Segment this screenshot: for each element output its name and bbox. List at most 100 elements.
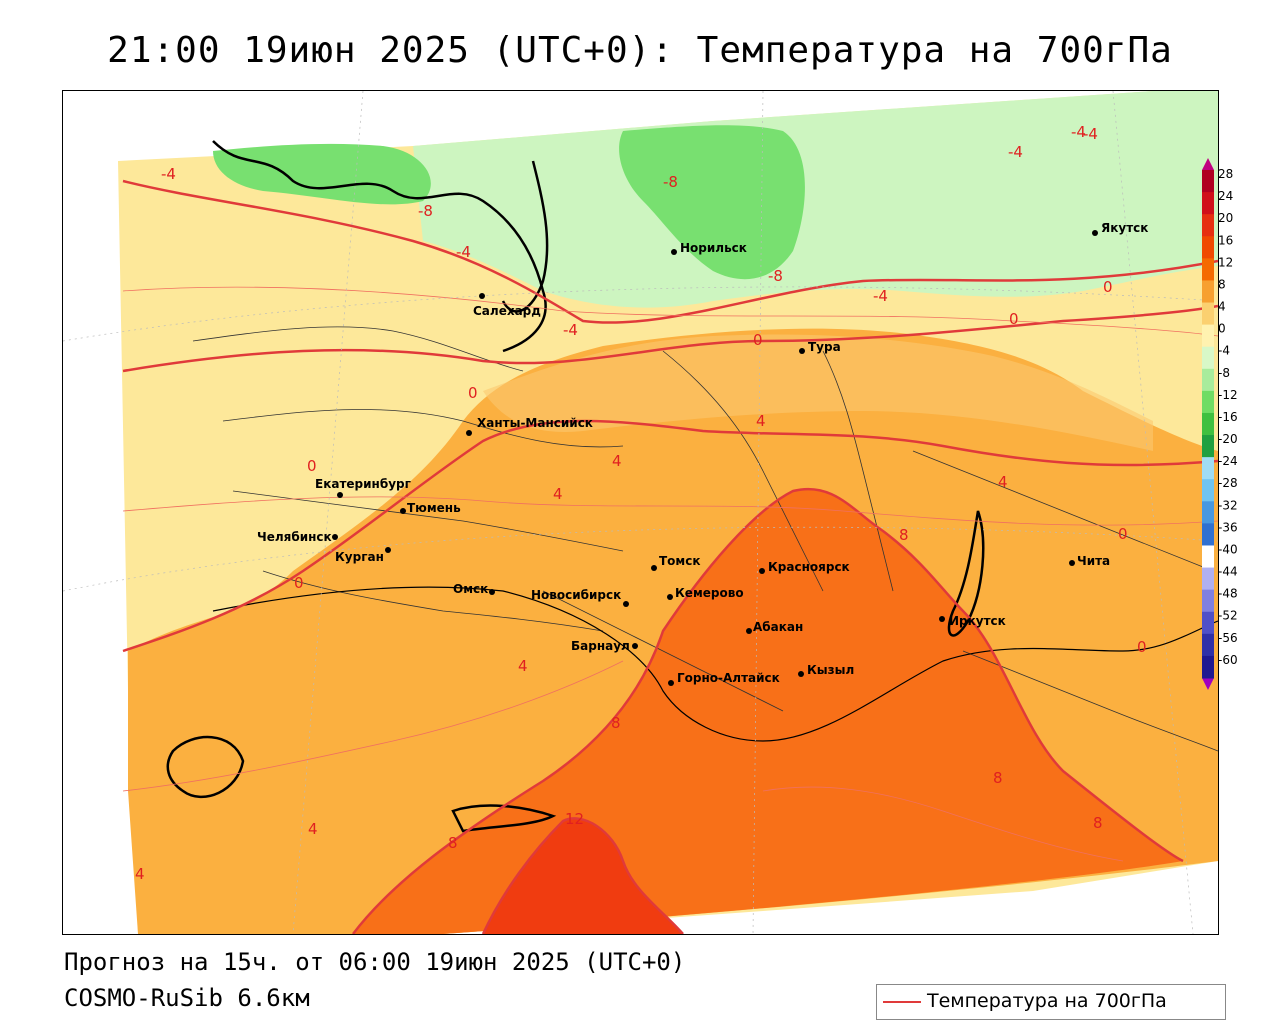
- iso-label: 0: [294, 574, 304, 592]
- scale-swatch: [1202, 501, 1214, 524]
- iso-label: 0: [1009, 310, 1019, 328]
- scale-tick-label: 8: [1218, 277, 1226, 291]
- scale-tick-label: 4: [1218, 300, 1226, 314]
- city-label-yakutsk: Якутск: [1101, 221, 1148, 235]
- isotherms-thin: [122, 286, 1218, 862]
- city-label-krasnoyarsk: Красноярск: [768, 560, 850, 574]
- iso-label: -8: [768, 267, 783, 285]
- scale-swatch: [1202, 302, 1214, 326]
- city-dot-yakutsk: [1092, 230, 1098, 236]
- city-label-tomsk: Томск: [659, 554, 701, 568]
- scale-swatch: [1202, 346, 1214, 370]
- cold-zone-minus8-east: [619, 125, 805, 280]
- lake-baikal: [947, 510, 985, 637]
- iso-label: 8: [448, 834, 458, 852]
- iso-label: 4: [308, 820, 318, 838]
- city-dot-irkutsk: [939, 616, 945, 622]
- city-dot-chelyabinsk: [332, 534, 338, 540]
- city-dot-tomsk: [651, 565, 657, 571]
- city-dot-abakan: [746, 628, 752, 634]
- scale-tick-label: -32: [1218, 498, 1238, 512]
- scale-tick-label: -40: [1218, 542, 1238, 556]
- city-dot-barnaul: [632, 643, 638, 649]
- graticule: [63, 91, 1218, 934]
- iso-label: 8: [611, 714, 621, 732]
- scale-tick-label: -56: [1218, 631, 1238, 645]
- iso-label: -4: [1071, 123, 1086, 141]
- city-dot-novosibirsk: [623, 601, 629, 607]
- iso-label: 8: [1093, 814, 1103, 832]
- iso-label: 4: [518, 657, 528, 675]
- iso-label: 0: [753, 331, 763, 349]
- aral-sea: [166, 735, 245, 799]
- isotherm-labels: -4 -8 -8 -4 -4 -4 -8 -4 -4 0 0 0 0 0 0 4…: [135, 123, 1147, 883]
- scale-bars: [1202, 170, 1214, 679]
- scale-tick-label: 12: [1218, 255, 1233, 269]
- city-dot-gorno: [668, 680, 674, 686]
- iso-label: 0: [1118, 525, 1128, 543]
- scale-swatch: [1202, 655, 1214, 679]
- city-dot-tyumen: [400, 508, 406, 514]
- city-label-salekhard: Салехард: [473, 304, 541, 318]
- scale-swatch: [1202, 280, 1214, 304]
- city-label-kyzyl: Кызыл: [807, 663, 854, 677]
- city-label-chita: Чита: [1077, 554, 1110, 568]
- scale-swatch: [1202, 412, 1214, 436]
- coastline-ob-gulf: [501, 160, 549, 313]
- iso-label: -4: [456, 243, 471, 261]
- scale-arrow-down: [1202, 678, 1214, 690]
- scale-swatch: [1202, 192, 1214, 215]
- city-label-khanty: Ханты-Мансийск: [477, 416, 593, 430]
- cool-zone-minus4: [413, 91, 1218, 308]
- forecast-info: Прогноз на 15ч. от 06:00 19июн 2025 (UTC…: [64, 948, 686, 976]
- admin-borders: [192, 326, 1218, 752]
- iso-label: 0: [468, 384, 478, 402]
- iso-label: -4: [1083, 125, 1098, 143]
- scale-swatch: [1202, 589, 1214, 613]
- city-label-kurgan: Курган: [335, 550, 384, 564]
- iso-label: -8: [418, 202, 433, 220]
- city-dot-krasnoyarsk: [759, 568, 765, 574]
- scale-tick-label: 16: [1218, 233, 1233, 247]
- city-dot-tura: [799, 348, 805, 354]
- scale-ticks: 28 24 20 16 12 8 4 0 -4 -8 -12 -16 -20 -24 -28 -32 -36 -4…: [1218, 167, 1238, 667]
- map-canvas: Якутск Норильск Салехард Тура Ханты-Манс…: [63, 91, 1218, 934]
- scale-tick-label: -12: [1218, 388, 1238, 402]
- scale-tick-label: -4: [1218, 344, 1230, 358]
- model-name: COSMO-RuSib 6.6км: [64, 984, 310, 1012]
- city-dot-chita: [1069, 560, 1075, 566]
- city-dot-norilsk: [671, 249, 677, 255]
- iso-label: 4: [135, 865, 145, 883]
- iso-label: 4: [553, 485, 563, 503]
- scale-swatch: [1202, 324, 1214, 348]
- scale-swatch: [1202, 390, 1214, 414]
- iso-label: 4: [612, 452, 622, 470]
- scale-swatch: [1202, 236, 1214, 259]
- iso-label: 8: [993, 769, 1003, 787]
- scale-tick-label: -20: [1218, 432, 1238, 446]
- city-label-chelyabinsk: Челябинск: [257, 530, 332, 544]
- city-dot-kyzyl: [798, 671, 804, 677]
- coastline: [212, 140, 547, 353]
- city-label-barnaul: Барнаул: [571, 639, 630, 653]
- warm-zone-12: [483, 818, 683, 934]
- warm-zone-4-north: [483, 334, 1153, 451]
- legend: Температура на 700гПа: [876, 984, 1226, 1020]
- scale-swatch: [1202, 523, 1214, 546]
- scale-tick-label: -28: [1218, 476, 1238, 490]
- scale-tick-label: -24: [1218, 454, 1238, 468]
- scale-tick-label: -60: [1218, 653, 1238, 667]
- scale-swatch: [1202, 545, 1214, 569]
- color-scale-svg: 28 24 20 16 12 8 4 0 -4 -8 -12 -16 -20 -24 -28 -32 -36 -4…: [1202, 158, 1238, 690]
- scale-swatch: [1202, 214, 1214, 237]
- scale-swatch: [1202, 611, 1214, 635]
- iso-label: -8: [663, 173, 678, 191]
- city-label-kemerovo: Кемерово: [675, 586, 744, 600]
- city-label-tyumen: Тюмень: [407, 501, 461, 515]
- iso-label: 8: [899, 526, 909, 544]
- cold-zone-minus8-west: [213, 143, 431, 205]
- temperature-map: Якутск Норильск Салехард Тура Ханты-Манс…: [62, 90, 1219, 935]
- scale-tick-label: 28: [1218, 167, 1233, 181]
- scale-swatch: [1202, 457, 1214, 480]
- scale-arrow-up: [1202, 158, 1214, 170]
